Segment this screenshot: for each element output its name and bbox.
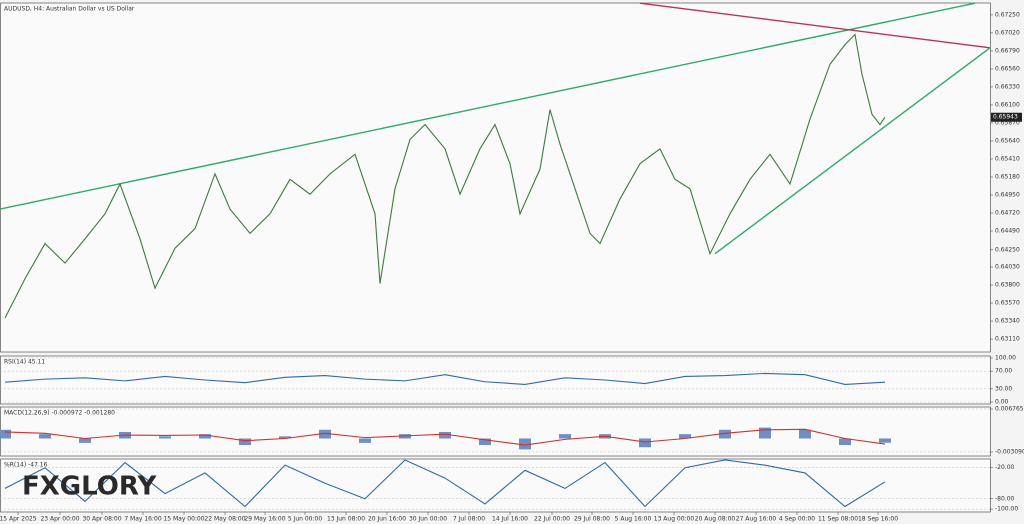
panel-frame	[0, 406, 991, 457]
histogram-bar	[839, 438, 851, 446]
last-price-label: 0.65943	[993, 114, 1018, 121]
y-tick-label: 0.65640	[995, 137, 1020, 144]
histogram-bar	[519, 438, 531, 450]
panel-frame	[0, 2, 991, 353]
x-tick-label: 29 Jul 08:00	[574, 516, 610, 523]
y-tick-label: 0.00	[995, 399, 1009, 406]
x-tick-label: 29 May 16:00	[244, 516, 285, 523]
x-tick-label: 23 Apr 00:00	[40, 516, 79, 523]
y-tick-label: 0.64490	[995, 228, 1020, 235]
x-tick-label: 20 Jun 16:00	[368, 516, 406, 523]
series-line	[4, 372, 886, 385]
x-tick-label: 5 Aug 16:00	[615, 516, 652, 523]
panel-title: MACD(12,26,9) -0.000972 -0.001280	[4, 410, 115, 417]
series-line	[4, 33, 886, 319]
histogram-bar	[679, 434, 691, 439]
trendline	[0, 2, 976, 210]
histogram-bar	[759, 427, 771, 439]
y-tick-label: 0.64250	[995, 246, 1020, 253]
histogram-bar	[359, 438, 371, 443]
y-tick-label: -100.00	[995, 506, 1018, 513]
x-tick-label: 4 Sep 00:00	[779, 516, 815, 523]
x-tick-label: 20 Aug 08:00	[695, 516, 736, 523]
panel-title: AUDUSD, H4: Australian Dollar vs US Doll…	[4, 6, 135, 13]
histogram-bar	[799, 429, 811, 439]
panel-frame	[0, 355, 991, 405]
histogram-bar	[479, 438, 491, 446]
last-price-box	[991, 112, 1022, 122]
y-tick-label: 0.63570	[995, 300, 1020, 307]
y-tick-label: 0.64720	[995, 210, 1020, 217]
x-tick-label: 15 May 00:00	[163, 516, 204, 523]
y-tick-label: -0.003090	[995, 448, 1024, 455]
x-tick-label: 30 Jun 00:00	[409, 516, 447, 523]
y-tick-label: 0.63110	[995, 336, 1020, 343]
y-tick-label: 0.65410	[995, 155, 1020, 162]
histogram-bar	[719, 429, 731, 439]
x-tick-label: 27 Aug 16:00	[736, 516, 777, 523]
x-tick-label: 11 Sep 08:00	[818, 516, 858, 523]
x-tick-label: 7 Jul 08:00	[453, 516, 485, 523]
y-tick-label: 0.64030	[995, 264, 1020, 271]
y-tick-label: 0.66560	[995, 65, 1020, 72]
y-tick-label: -80.00	[995, 495, 1015, 502]
y-tick-label: 30.00	[995, 385, 1012, 392]
watermark: FXGLORY	[22, 472, 157, 502]
x-tick-label: 13 Aug 00:00	[654, 516, 695, 523]
x-tick-label: 22 May 08:00	[204, 516, 245, 523]
histogram-bar	[439, 431, 451, 439]
histogram-bar	[239, 438, 251, 446]
y-tick-label: -20.00	[995, 464, 1015, 471]
y-tick-label: 0.006765	[995, 405, 1024, 412]
histogram-bar	[879, 438, 891, 443]
panel-title: RSI(14) 45.11	[4, 359, 45, 366]
y-tick-label: 0.66100	[995, 101, 1020, 108]
histogram-bar	[79, 438, 91, 443]
x-tick-label: 14 Jul 16:00	[492, 516, 528, 523]
y-tick-label: 0.65180	[995, 173, 1020, 180]
histogram-bar	[319, 429, 331, 439]
x-tick-label: 30 Apr 08:00	[82, 516, 121, 523]
x-tick-label: 18 Sep 16:00	[858, 516, 898, 523]
histogram-bar	[199, 434, 211, 439]
y-tick-label: 0.67020	[995, 29, 1020, 36]
x-tick-label: 13 Jun 08:00	[327, 516, 365, 523]
y-tick-label: 0.66790	[995, 47, 1020, 54]
histogram-bar	[639, 438, 651, 448]
x-tick-label: 15 Apr 2025	[0, 516, 37, 523]
series-line	[4, 459, 886, 508]
y-tick-label: 0.63800	[995, 282, 1020, 289]
y-tick-label: 0.64950	[995, 192, 1020, 199]
x-tick-label: 7 May 16:00	[124, 516, 162, 523]
y-tick-label: 0.65870	[995, 119, 1020, 126]
y-tick-label: 0.66330	[995, 83, 1020, 90]
y-tick-label: 0.67250	[995, 11, 1020, 18]
series-line	[4, 428, 886, 446]
y-tick-label: 100.00	[995, 354, 1016, 361]
x-tick-label: 5 Jun 00:00	[288, 516, 322, 523]
histogram-bar	[559, 434, 571, 439]
histogram-bar	[39, 434, 51, 439]
trendline	[714, 47, 991, 255]
panel-title: %R(14) -47.16	[4, 462, 48, 469]
trendline	[639, 2, 991, 49]
y-tick-label: 0.63340	[995, 318, 1020, 325]
histogram-bar	[279, 436, 291, 439]
histogram-bar	[159, 436, 171, 439]
y-tick-label: 70.00	[995, 368, 1012, 375]
x-tick-label: 22 Jul 00:00	[534, 516, 570, 523]
histogram-bar	[0, 429, 11, 439]
